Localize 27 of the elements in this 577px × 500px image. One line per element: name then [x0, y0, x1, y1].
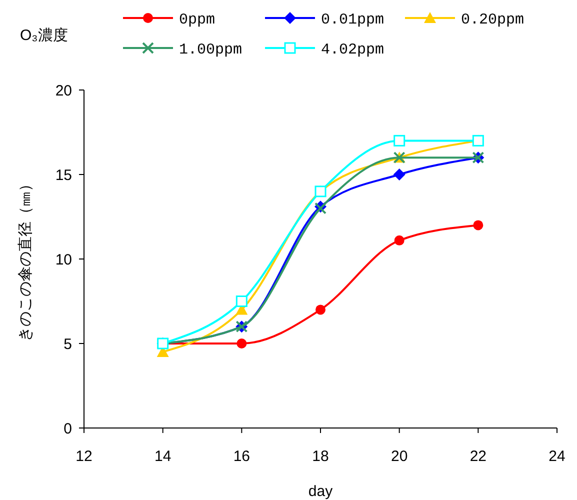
point: [394, 235, 404, 246]
point: [236, 338, 247, 348]
point: [316, 304, 326, 315]
y-tick-label: 0: [64, 420, 72, 438]
point: [393, 168, 406, 180]
x-axis-title: day: [308, 483, 334, 500]
legend-label: 0.20ppm: [461, 11, 524, 28]
y-tick-label: 15: [55, 166, 72, 184]
y-tick-label: 5: [64, 336, 72, 353]
y-tick-label: 20: [55, 82, 72, 100]
x-tick-label: 24: [548, 448, 566, 465]
y-axis-title: きのこの傘の直径（㎜）: [17, 176, 34, 342]
legend-label: 0ppm: [179, 11, 216, 28]
x-tick-label: 14: [154, 448, 172, 465]
legend-label: 0.01ppm: [321, 11, 384, 28]
legend-label: 4.02ppm: [321, 41, 384, 58]
x-tick-label: 16: [233, 448, 250, 465]
legend-title: O₃濃度: [20, 27, 68, 44]
point: [394, 134, 406, 146]
x-tick-label: 20: [390, 448, 408, 465]
x-tick-label: 12: [76, 448, 92, 465]
point: [473, 220, 484, 230]
x-tick-label: 18: [312, 448, 329, 465]
legend-label: 1.00ppm: [179, 41, 242, 58]
x-tick-label: 22: [470, 448, 487, 465]
y-tick-label: 10: [55, 251, 72, 268]
point: [236, 296, 248, 307]
